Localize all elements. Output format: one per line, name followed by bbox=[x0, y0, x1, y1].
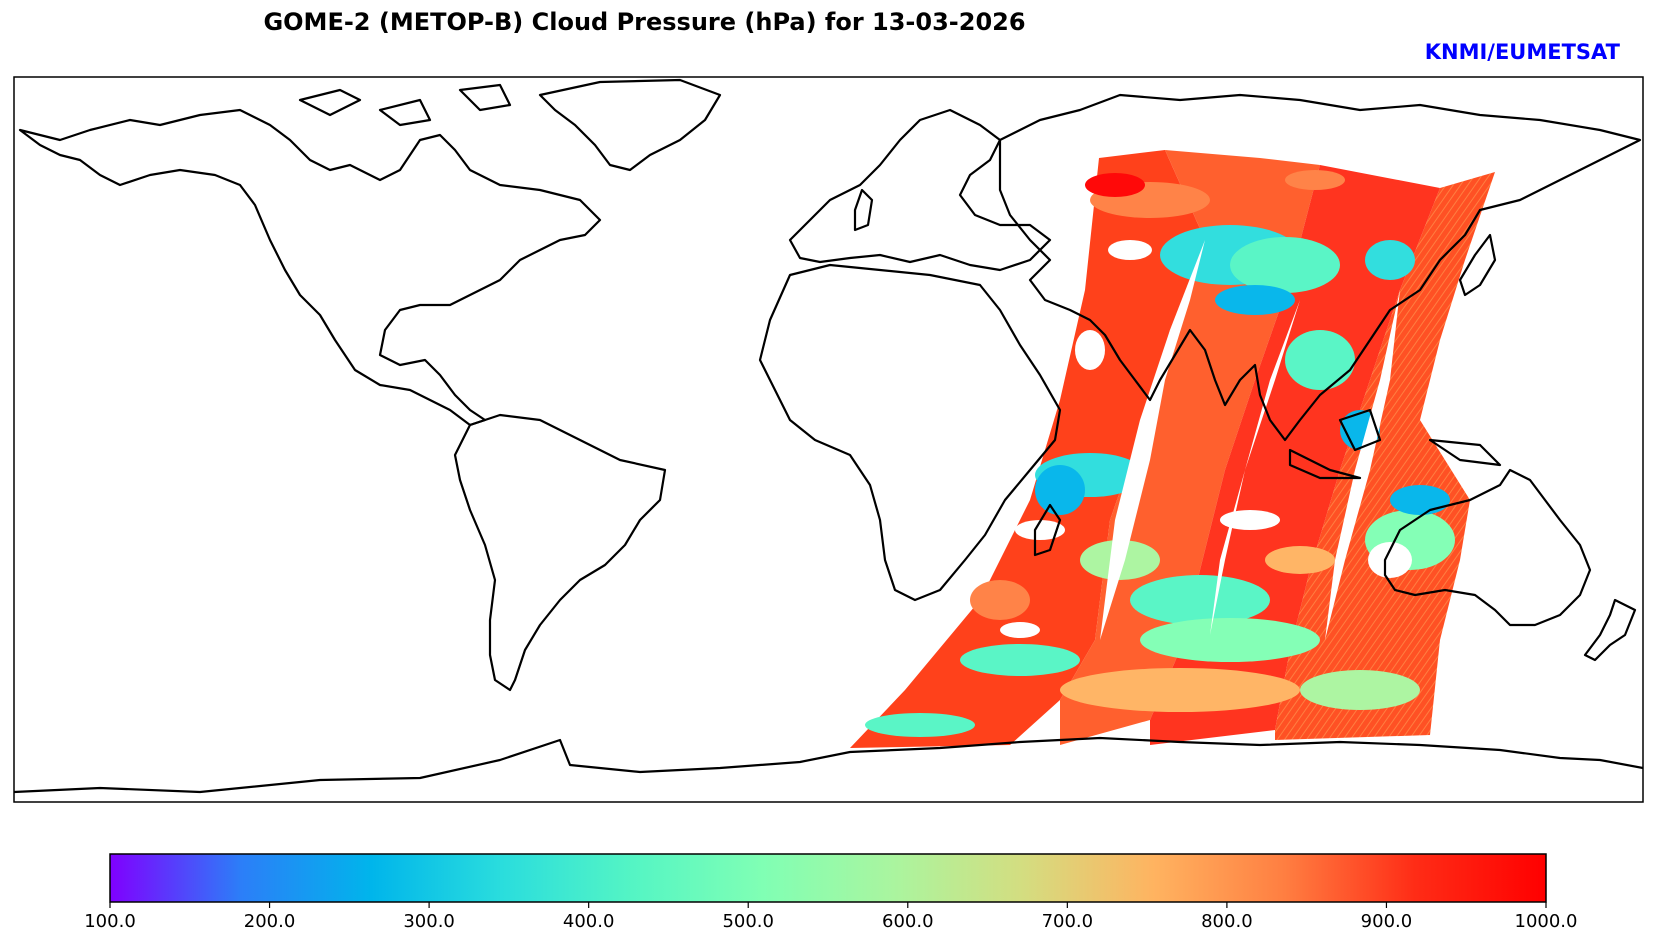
data-gap bbox=[1015, 520, 1065, 540]
cloud-patch bbox=[1060, 668, 1300, 712]
coastlines bbox=[14, 78, 1643, 794]
swath-4 bbox=[1275, 172, 1495, 740]
cloud-patch bbox=[1140, 618, 1320, 662]
credit-label: KNMI/EUMETSAT bbox=[1424, 40, 1620, 64]
coastline-australia bbox=[1383, 468, 1592, 627]
data-gap bbox=[1368, 542, 1412, 578]
data-gap bbox=[1325, 290, 1400, 640]
cloud-patch bbox=[1300, 670, 1420, 710]
data-gap bbox=[1100, 240, 1205, 640]
coastline-africa bbox=[758, 263, 1062, 602]
coastline-indonesia bbox=[1288, 408, 1502, 480]
data-gap bbox=[1108, 240, 1152, 260]
cloud-patch bbox=[865, 713, 975, 737]
cloud-patch bbox=[1390, 485, 1450, 515]
colorbar-tick-label: 500.0 bbox=[722, 911, 774, 932]
coastline-new-zealand bbox=[1583, 598, 1637, 662]
colorbar-tick-label: 800.0 bbox=[1201, 911, 1253, 932]
colorbar-tick-label: 1000.0 bbox=[1514, 911, 1578, 932]
data-gap bbox=[1000, 622, 1040, 638]
coastline-arctic-islands bbox=[298, 83, 512, 127]
swath-group bbox=[850, 150, 1495, 748]
cloud-patch bbox=[1365, 240, 1415, 280]
colorbar bbox=[109, 853, 1547, 903]
cloud-patch bbox=[1265, 546, 1335, 574]
data-gap bbox=[1075, 330, 1105, 370]
coastline-asia bbox=[998, 93, 1642, 442]
cloud-patch bbox=[1285, 170, 1345, 190]
cloud-patch bbox=[1130, 575, 1270, 625]
data-gap bbox=[1220, 510, 1280, 530]
map-title: GOME-2 (METOP-B) Cloud Pressure (hPa) fo… bbox=[263, 8, 1026, 36]
cloud-patch bbox=[970, 580, 1030, 620]
colorbar-tick-label: 200.0 bbox=[243, 911, 296, 932]
map-frame bbox=[13, 76, 1644, 803]
coastline-greenland bbox=[538, 78, 722, 172]
coastline-british-isles bbox=[853, 188, 874, 232]
colorbar-tick-label: 100.0 bbox=[84, 911, 136, 932]
swath-1 bbox=[850, 150, 1205, 748]
coastline-japan bbox=[1458, 233, 1497, 297]
cloud-patch bbox=[1035, 465, 1085, 515]
cloud-patch bbox=[1085, 173, 1145, 197]
coastline-south-america bbox=[453, 413, 667, 692]
colorbar-tick-label: 300.0 bbox=[403, 911, 455, 932]
colorbar-tick-label: 600.0 bbox=[882, 911, 934, 932]
cloud-patch bbox=[1215, 285, 1295, 315]
cloud-patch bbox=[960, 644, 1080, 676]
coastline-north-america bbox=[18, 108, 602, 427]
cloud-patch bbox=[1285, 330, 1355, 390]
colorbar-tick-label: 900.0 bbox=[1360, 911, 1413, 932]
coastline-madagascar bbox=[1033, 503, 1062, 557]
coastline-europe bbox=[788, 108, 1052, 272]
colorbar-tick-label: 400.0 bbox=[562, 911, 615, 932]
colorbar-tick-label: 700.0 bbox=[1041, 911, 1094, 932]
cloud-patch bbox=[1230, 237, 1340, 293]
colorbar-ticks bbox=[109, 902, 1547, 908]
coastline-antarctica bbox=[14, 736, 1643, 794]
